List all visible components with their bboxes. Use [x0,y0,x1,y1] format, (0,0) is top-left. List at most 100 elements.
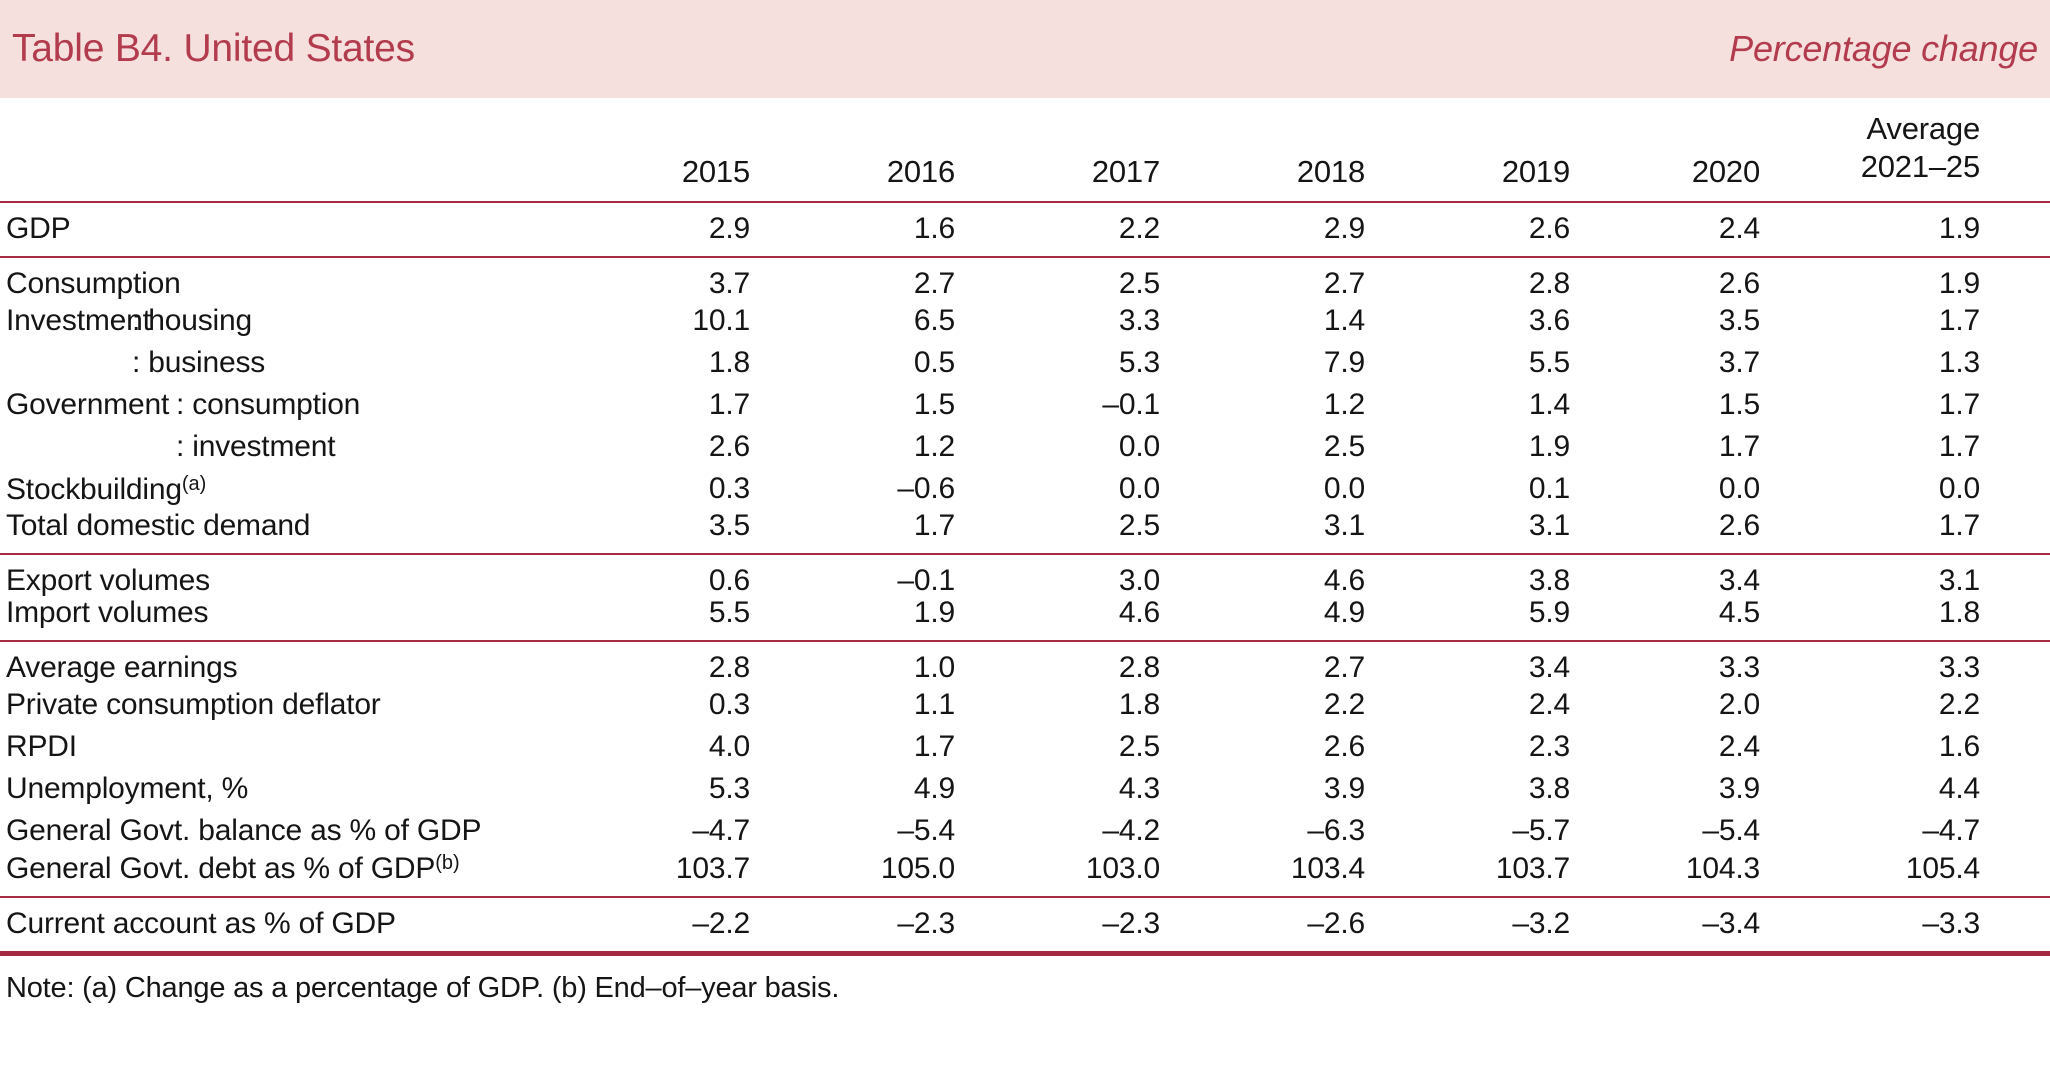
row-label: General Govt. debt as % of GDP(b) [6,852,460,885]
value-cell: –0.1 [1102,388,1160,421]
value-cell: 7.9 [1323,346,1365,379]
table-row: Average earnings 2.8 1.0 2.8 2.7 3.4 3.3 3.3 [0,641,2050,684]
value-cell: 2.3 [1528,730,1570,763]
value-cell: 1.9 [1938,212,1980,245]
value-cell: 2.5 [1118,730,1160,763]
value-cell: 2.5 [1118,267,1160,300]
value-cell: 1.5 [913,388,955,421]
table-row: General Govt. balance as % of GDP –4.7 –5.… [0,810,2050,852]
value-cell: 2.9 [1323,212,1365,245]
value-cell: 104.3 [1685,851,1760,885]
value-cell: 1.6 [1938,730,1980,763]
value-cell: 2.5 [1323,430,1365,463]
footnote-marker: (a) [181,472,207,495]
value-cell: 103.7 [1495,851,1570,885]
value-cell: 0.3 [708,472,750,505]
value-cell: 5.3 [1118,346,1160,379]
value-cell: 2.6 [708,430,750,463]
value-cell: 1.5 [1718,388,1760,421]
value-cell: 1.9 [1528,430,1570,463]
value-cell: 2.9 [708,212,750,245]
value-cell: 1.2 [913,430,955,463]
value-cell: 4.4 [1938,772,1980,805]
value-cell: –5.4 [1702,814,1760,847]
row-label: RPDI [6,730,77,763]
value-cell: 2.4 [1528,688,1570,721]
value-cell: –0.6 [897,472,955,505]
value-cell: 1.7 [913,730,955,763]
value-cell: 3.8 [1528,772,1570,805]
value-cell: 2.2 [1323,688,1365,721]
value-cell: –3.2 [1512,907,1570,940]
value-cell: 1.1 [913,688,955,721]
value-cell: 0.3 [708,688,750,721]
value-cell: 1.2 [1323,388,1365,421]
value-cell: 2.0 [1718,688,1760,721]
value-cell: 4.0 [708,730,750,763]
value-cell: 1.3 [1938,346,1980,379]
row-label: Consumption [6,267,181,300]
table-row: RPDI 4.0 1.7 2.5 2.6 2.3 2.4 1.6 [0,726,2050,768]
column-header-row: 2015 2016 2017 2018 2019 2020 Average 2021–25 [0,98,2050,202]
value-cell: 103.7 [675,851,750,885]
value-cell: 3.1 [1323,509,1365,542]
value-cell: 3.7 [1718,346,1760,379]
value-cell: 3.1 [1938,564,1980,597]
value-cell: 2.6 [1718,267,1760,300]
table-row: Private consumption deflator 0.3 1.1 1.8 2.2… [0,684,2050,726]
value-cell: 2.8 [1528,267,1570,300]
value-cell: 5.9 [1528,596,1570,629]
row-label: : investment [176,430,336,463]
value-cell: 3.4 [1528,651,1570,684]
value-cell: 1.7 [1938,388,1980,421]
value-cell: 5.5 [708,596,750,629]
value-cell: 105.4 [1905,851,1980,885]
table-row: : business 1.8 0.5 5.3 7.9 5.5 3.7 1.3 [0,342,2050,384]
value-cell: 1.4 [1323,304,1365,337]
value-cell: 2.4 [1718,730,1760,763]
value-cell: 1.7 [913,509,955,542]
value-cell: –3.4 [1702,907,1760,940]
value-cell: 2.4 [1718,212,1760,245]
value-cell: 3.9 [1718,772,1760,805]
value-cell: –6.3 [1307,814,1365,847]
value-cell: 1.8 [1118,688,1160,721]
year-column-header: 2019 [1501,154,1570,189]
value-cell: 105.0 [880,851,955,885]
value-cell: 3.3 [1938,651,1980,684]
value-cell: 4.3 [1118,772,1160,805]
row-label: Investment: housing [6,304,252,337]
row-label: : business [132,346,266,379]
value-cell: –3.3 [1922,907,1980,940]
value-cell: 1.4 [1528,388,1570,421]
value-cell: 2.7 [1323,267,1365,300]
value-cell: 2.6 [1528,212,1570,245]
value-cell: 3.0 [1118,564,1160,597]
value-cell: –2.3 [1102,907,1160,940]
value-cell: 2.8 [708,651,750,684]
value-cell: 0.0 [1718,472,1760,505]
value-cell: –4.2 [1102,814,1160,847]
table-row: Import volumes 5.5 1.9 4.6 4.9 5.9 4.5 1.8 [0,597,2050,641]
value-cell: 103.4 [1290,851,1365,885]
value-cell: 10.1 [692,304,750,337]
value-cell: 0.0 [1118,472,1160,505]
value-cell: 6.5 [913,304,955,337]
table-row: Total domestic demand 3.5 1.7 2.5 3.1 3.1 2.6 1… [0,510,2050,554]
value-cell: 1.7 [1938,304,1980,337]
value-cell: 2.7 [1323,651,1365,684]
table-row: Stockbuilding(a) 0.3 –0.6 0.0 0.0 0.1 0.0 0.0 [0,468,2050,510]
value-cell: –4.7 [1922,814,1980,847]
value-cell: 4.9 [1323,596,1365,629]
row-label: Unemployment, % [6,772,249,805]
row-label: Stockbuilding(a) [6,472,207,506]
value-cell: 1.6 [913,212,955,245]
table-note: Note: (a) Change as a percentage of GDP.… [6,972,840,1004]
value-cell: 3.6 [1528,304,1570,337]
value-cell: 2.7 [913,267,955,300]
value-cell: 0.0 [1323,472,1365,505]
value-cell: –4.7 [692,814,750,847]
table-title: Table B4. United States [12,27,415,70]
value-cell: 2.6 [1323,730,1365,763]
average-label: Average [1866,110,1980,146]
